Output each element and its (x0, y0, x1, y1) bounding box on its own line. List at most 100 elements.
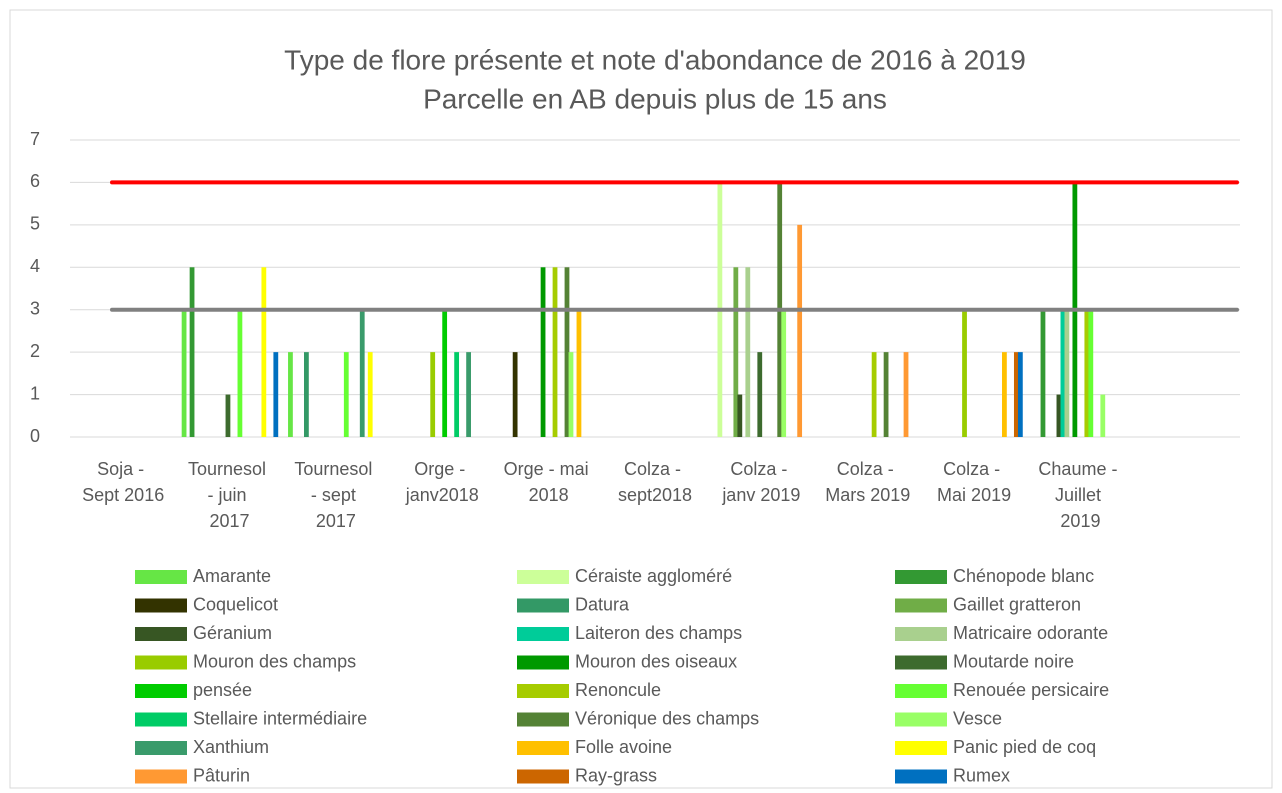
legend-label: Chénopode blanc (953, 566, 1094, 586)
bar (564, 267, 570, 437)
chart-border (9, 9, 1273, 789)
bar (733, 267, 739, 437)
legend-label: Matricaire odorante (953, 623, 1108, 643)
legend-label: Datura (575, 594, 630, 614)
legend-label: Stellaire intermédiaire (193, 708, 367, 728)
legend-swatch (895, 684, 947, 698)
legend-swatch (135, 570, 187, 584)
bar (1056, 394, 1062, 437)
bar (903, 352, 909, 437)
bar (1002, 352, 1007, 437)
legend-label: Renoncule (575, 680, 661, 700)
legend-label: Laiteron des champs (575, 623, 742, 643)
legend-label: Mouron des champs (193, 651, 356, 671)
bar (442, 309, 448, 437)
bar (359, 309, 365, 437)
bar (781, 309, 787, 437)
bar (189, 267, 195, 437)
legend-swatch (135, 598, 187, 613)
bar (1100, 394, 1106, 437)
bar (1013, 352, 1019, 437)
legend-swatch (517, 570, 569, 584)
legend-label: Ray-grass (575, 765, 657, 785)
bar (273, 352, 279, 437)
legend-swatch (517, 769, 569, 784)
bar (1088, 309, 1094, 437)
bar (576, 309, 582, 437)
x-tick-label: Orge - janv2018 (405, 459, 479, 505)
legend-label: Moutarde noire (953, 651, 1074, 671)
bar (568, 352, 574, 437)
bar (540, 267, 546, 437)
bar (181, 309, 187, 437)
legend-label: Rumex (953, 765, 1010, 785)
x-tick-label: Colza - janv 2019 (721, 459, 800, 505)
legend-swatch (135, 712, 187, 727)
x-tick-label: Colza - Mars 2019 (825, 459, 910, 505)
bar (737, 394, 743, 437)
legend-swatch (517, 684, 569, 698)
y-tick-label: 3 (30, 298, 40, 318)
legend-swatch (895, 712, 947, 727)
legend-swatch (517, 627, 569, 641)
bar (757, 352, 763, 437)
x-tick-label: Colza - sept2018 (618, 459, 692, 505)
bar (261, 267, 267, 437)
bar (237, 309, 243, 437)
bar (288, 352, 293, 437)
y-tick-label: 1 (30, 383, 40, 403)
bar (430, 352, 436, 437)
bar (1064, 309, 1070, 437)
bar (962, 309, 967, 437)
legend-label: Panic pied de coq (953, 737, 1096, 757)
legend-swatch (135, 655, 187, 670)
y-tick-label: 5 (30, 214, 40, 234)
bar (883, 352, 889, 437)
y-tick-label: 6 (30, 171, 40, 191)
legend-swatch (895, 655, 947, 670)
x-tick-label: Chaume - Juillet 2019 (1038, 459, 1122, 531)
legend-label: Pâturin (193, 765, 250, 785)
legend-label: Gaillet gratteron (953, 594, 1081, 614)
legend-swatch (135, 741, 187, 755)
legend-swatch (895, 769, 947, 784)
bar (797, 224, 803, 437)
bar (745, 267, 751, 437)
y-tick-label: 4 (30, 256, 40, 276)
legend-label: Mouron des oiseaux (575, 651, 737, 671)
bar (512, 352, 518, 437)
legend-label: Amarante (193, 566, 271, 586)
bar (1040, 309, 1046, 437)
y-tick-label: 2 (30, 341, 40, 361)
bar (1084, 309, 1090, 437)
legend-swatch (135, 684, 187, 698)
x-tick-label: Colza - Mai 2019 (937, 459, 1011, 505)
legend-label: Géranium (193, 623, 272, 643)
legend-swatch (517, 712, 569, 727)
bar (304, 352, 309, 437)
bar (225, 394, 231, 437)
bar (1060, 309, 1066, 437)
legend-swatch (517, 741, 569, 755)
x-tick-label: Orge - mai 2018 (504, 459, 594, 505)
bar (343, 352, 349, 437)
bar (871, 352, 877, 437)
legend-label: Véronique des champs (575, 708, 759, 728)
legend-label: Folle avoine (575, 737, 672, 757)
x-tick-label: Tournesol - sept 2017 (294, 459, 377, 531)
legend-swatch (895, 570, 947, 584)
legend-swatch (895, 598, 947, 613)
chart-subtitle: Parcelle en AB depuis plus de 15 ans (423, 83, 887, 114)
legend-label: pensée (193, 680, 252, 700)
x-tick-label: Tournesol - juin 2017 (188, 459, 271, 531)
legend-label: Xanthium (193, 737, 269, 757)
bar (1017, 352, 1023, 437)
legend-swatch (135, 769, 187, 784)
legend-swatch (135, 627, 187, 641)
bar (466, 352, 471, 437)
legend-swatch (517, 598, 569, 613)
legend-swatch (895, 627, 947, 641)
y-tick-label: 7 (30, 129, 40, 149)
legend-label: Coquelicot (193, 594, 278, 614)
